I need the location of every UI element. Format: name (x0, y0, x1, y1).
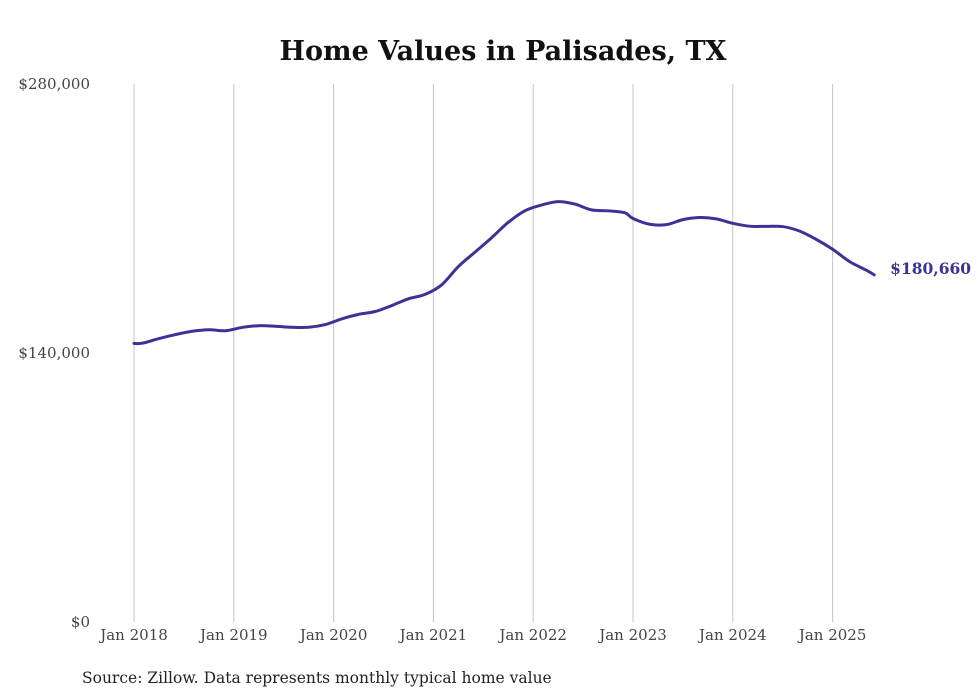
y-tick-label: $280,000 (18, 75, 90, 93)
y-tick-label: $140,000 (18, 344, 90, 362)
x-tick-label: Jan 2025 (797, 626, 867, 644)
y-axis-tick-labels: $0 $140,000 $280,000 (18, 75, 90, 631)
series-line-0 (132, 200, 876, 346)
x-axis-tick-labels: Jan 2018 Jan 2019 Jan 2020 Jan 2021 Jan 2022… (98, 626, 866, 644)
y-tick-label: $0 (71, 613, 90, 631)
x-tick-label: Jan 2024 (697, 626, 767, 644)
x-tick-label: Jan 2023 (597, 626, 667, 644)
chart-title: Home Values in Palisades, TX (280, 36, 727, 67)
x-tick-label: Jan 2020 (298, 626, 368, 644)
x-tick-label: Jan 2019 (198, 626, 268, 644)
x-tick-label: Jan 2022 (497, 626, 567, 644)
x-tick-label: Jan 2021 (398, 626, 468, 644)
x-tick-label: Jan 2018 (98, 626, 168, 644)
source-note: Source: Zillow. Data represents monthly … (82, 669, 552, 687)
end-value-label: $180,660 (890, 259, 971, 278)
vertical-gridlines (133, 84, 834, 622)
series-group (132, 200, 876, 346)
